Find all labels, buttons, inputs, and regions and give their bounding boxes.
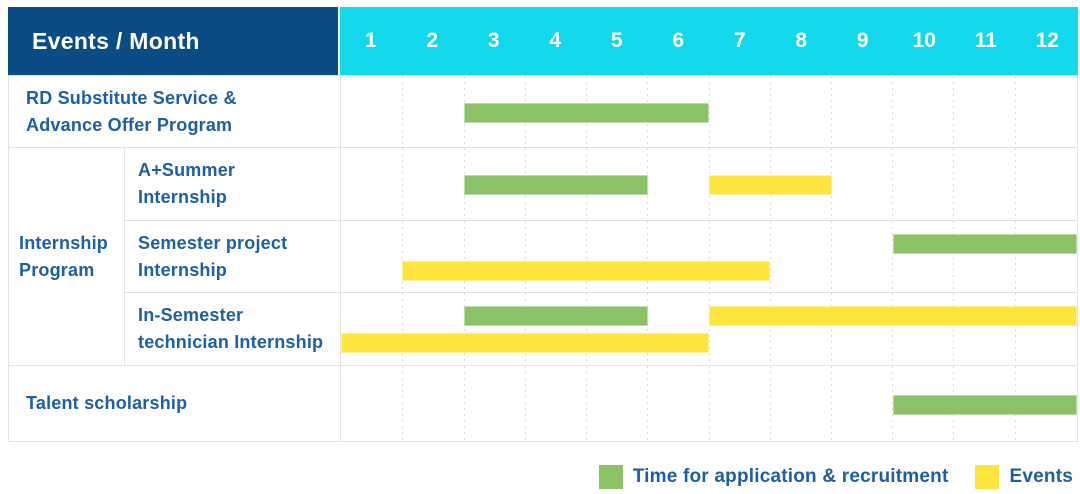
- month-header: 7: [733, 29, 746, 52]
- events-bar: [341, 333, 709, 353]
- month-header-row: 1 2 3 4 5 6 7 8 9 10 11 12: [340, 7, 1078, 75]
- month-header: 4: [549, 29, 562, 52]
- chart-row-in-semester-technician-internship: [340, 292, 1078, 365]
- events-swatch-icon: [975, 465, 1000, 489]
- month-header: 3: [487, 29, 500, 52]
- month-header: 5: [610, 29, 623, 52]
- month-header: 1: [364, 29, 377, 52]
- recruitment-swatch-icon: [598, 465, 623, 489]
- events-bar: [402, 261, 771, 281]
- gantt-table: Events / Month 1 2 3 4 5 6 7 8 9 10 11 1…: [8, 7, 1078, 442]
- recruitment-bar: [463, 175, 648, 195]
- month-header: 2: [426, 29, 439, 52]
- recruitment-bar: [893, 234, 1077, 254]
- events-bar: [709, 175, 832, 195]
- events-bar: [709, 306, 1077, 326]
- recruitment-bar: [893, 394, 1077, 415]
- month-header: 6: [672, 29, 685, 52]
- header-title-cell: Events / Month: [8, 7, 340, 75]
- row-label-a-plus-summer-internship: A+Summer Internship: [124, 147, 340, 220]
- month-header: 12: [1035, 29, 1059, 52]
- legend: Time for application & recruitment Event…: [598, 464, 1073, 490]
- row-label-rd-substitute-service: RD Substitute Service & Advance Offer Pr…: [8, 75, 340, 147]
- month-header: 11: [974, 29, 997, 52]
- recruitment-bar: [463, 306, 648, 326]
- row-label-talent-scholarship: Talent scholarship: [8, 365, 340, 442]
- month-header: 9: [856, 29, 869, 52]
- chart-row-rd-substitute-service: [340, 75, 1078, 147]
- chart-row-talent-scholarship: [340, 365, 1078, 442]
- chart-row-semester-project-internship: [340, 220, 1078, 292]
- month-header: 10: [912, 29, 936, 52]
- month-header: 8: [795, 29, 808, 52]
- chart-row-a-plus-summer-internship: [340, 147, 1078, 220]
- legend-item-events: Events: [975, 465, 1073, 489]
- legend-label-events: Events: [1009, 466, 1073, 487]
- legend-item-recruitment: Time for application & recruitment: [598, 465, 949, 489]
- header-title: Events / Month: [32, 27, 200, 54]
- legend-label-recruitment: Time for application & recruitment: [632, 466, 949, 487]
- row-label-in-semester-technician-internship: In-Semester technician Internship: [124, 292, 340, 365]
- row-label-semester-project-internship: Semester project Internship: [124, 220, 340, 292]
- recruitment-bar: [463, 102, 709, 123]
- group-label-internship-program: Internship Program: [8, 147, 124, 365]
